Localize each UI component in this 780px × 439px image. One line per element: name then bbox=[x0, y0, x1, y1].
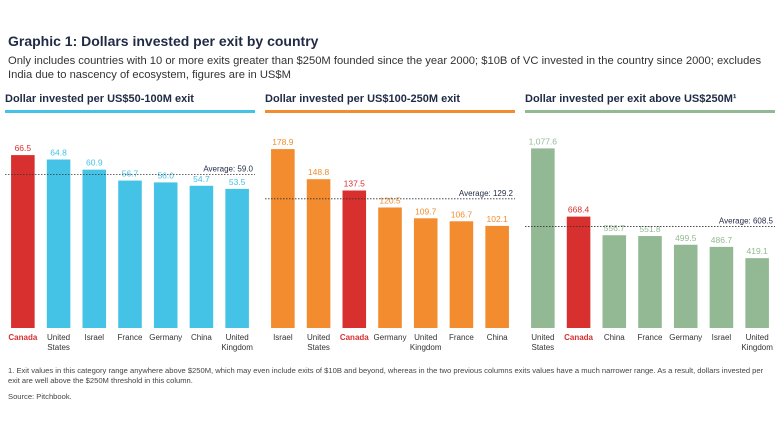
category-label: States bbox=[307, 343, 330, 352]
bar-france bbox=[118, 180, 142, 328]
panel-rule bbox=[5, 110, 255, 113]
bar-chart-100-250m: 178.9Israel148.8UnitedStates137.5Canada1… bbox=[265, 137, 515, 352]
value-label: 178.9 bbox=[272, 137, 294, 147]
category-label: China bbox=[487, 333, 508, 342]
category-label: Israel bbox=[85, 333, 105, 342]
bar-israel bbox=[271, 149, 295, 328]
value-label: 120.5 bbox=[379, 196, 401, 206]
panel-above-250m: Dollar invested per exit above US$250M¹ … bbox=[525, 93, 775, 360]
bar-germany bbox=[378, 207, 402, 328]
value-label: 486.7 bbox=[711, 235, 733, 245]
panel-50-100m: Dollar invested per US$50-100M exit 66.5… bbox=[5, 93, 255, 360]
category-label: States bbox=[47, 343, 70, 352]
value-label: 1,077.6 bbox=[529, 136, 558, 146]
average-label: Average: 129.2 bbox=[459, 189, 514, 198]
category-label: United bbox=[307, 333, 330, 342]
bar-united-states bbox=[306, 179, 331, 328]
category-label: France bbox=[118, 333, 143, 342]
value-label: 148.8 bbox=[308, 167, 330, 177]
panel-title: Dollar invested per exit above US$250M¹ bbox=[525, 93, 737, 105]
bar-canada bbox=[566, 216, 591, 328]
value-label: 54.7 bbox=[193, 174, 210, 184]
category-label: United bbox=[414, 333, 437, 342]
value-label: 53.5 bbox=[229, 177, 246, 187]
bar-canada bbox=[342, 190, 367, 328]
value-label: 56.0 bbox=[157, 170, 174, 180]
bar-united-kingdom bbox=[745, 258, 769, 328]
bar-chart-above-250m: 1,077.6UnitedStates668.4Canada556.7China… bbox=[525, 136, 775, 352]
bar-france bbox=[449, 221, 474, 328]
bar-chart-50-100m: 66.5Canada64.8UnitedStates60.9Israel56.7… bbox=[5, 143, 255, 352]
category-label: China bbox=[604, 333, 625, 342]
category-label: United bbox=[531, 333, 554, 342]
footnote: 1. Exit values in this category range an… bbox=[8, 366, 764, 385]
value-label: 109.7 bbox=[415, 206, 437, 216]
category-label: Canada bbox=[8, 333, 37, 342]
value-label: 499.5 bbox=[675, 233, 697, 243]
value-label: 56.7 bbox=[122, 169, 139, 179]
value-label: 668.4 bbox=[568, 205, 590, 215]
bar-canada bbox=[11, 155, 35, 328]
value-label: 137.5 bbox=[344, 179, 366, 189]
value-label: 60.9 bbox=[86, 158, 103, 168]
bar-germany bbox=[673, 244, 698, 328]
bar-united-states bbox=[531, 148, 555, 328]
bar-israel bbox=[82, 169, 107, 328]
panel-100-250m: Dollar invested per US$100-250M exit 178… bbox=[265, 93, 515, 360]
category-label: Germany bbox=[669, 333, 702, 342]
category-label: France bbox=[638, 333, 663, 342]
category-label: United bbox=[47, 333, 70, 342]
bar-china bbox=[602, 235, 627, 328]
value-label: 556.7 bbox=[604, 223, 626, 233]
bar-united-states bbox=[46, 159, 71, 328]
category-label: Canada bbox=[340, 333, 369, 342]
bar-united-kingdom bbox=[413, 218, 438, 328]
average-label: Average: 59.0 bbox=[203, 165, 253, 174]
panel-rule bbox=[525, 110, 775, 113]
category-label: United bbox=[226, 333, 249, 342]
bar-united-kingdom bbox=[225, 188, 249, 328]
category-label: Germany bbox=[374, 333, 407, 342]
bar-china bbox=[485, 225, 509, 328]
category-label: China bbox=[191, 333, 212, 342]
panel-title: Dollar invested per US$50-100M exit bbox=[5, 93, 194, 105]
average-label: Average: 608.5 bbox=[719, 217, 774, 226]
category-label: France bbox=[449, 333, 474, 342]
value-label: 64.8 bbox=[50, 148, 67, 158]
category-label: United bbox=[746, 333, 769, 342]
category-label: States bbox=[532, 343, 555, 352]
source-note: Source: Pitchbook. bbox=[8, 392, 72, 401]
bar-china bbox=[189, 185, 214, 328]
category-label: Kingdom bbox=[221, 343, 253, 352]
category-label: Canada bbox=[564, 333, 593, 342]
value-label: 106.7 bbox=[451, 209, 473, 219]
category-label: Israel bbox=[273, 333, 293, 342]
chart-subtitle: Only includes countries with 10 or more … bbox=[8, 55, 762, 81]
panel-title: Dollar invested per US$100-250M exit bbox=[265, 93, 461, 105]
value-label: 551.8 bbox=[639, 224, 661, 234]
chart-title: Graphic 1: Dollars invested per exit by … bbox=[8, 33, 319, 49]
bar-israel bbox=[709, 246, 734, 328]
category-label: Germany bbox=[149, 333, 182, 342]
bar-france bbox=[638, 236, 662, 328]
category-label: Kingdom bbox=[741, 343, 773, 352]
bar-germany bbox=[153, 182, 178, 328]
category-label: Kingdom bbox=[410, 343, 442, 352]
value-label: 66.5 bbox=[15, 143, 32, 153]
value-label: 419.1 bbox=[747, 246, 769, 256]
panel-rule bbox=[265, 110, 515, 113]
value-label: 102.1 bbox=[487, 214, 509, 224]
category-label: Israel bbox=[712, 333, 732, 342]
